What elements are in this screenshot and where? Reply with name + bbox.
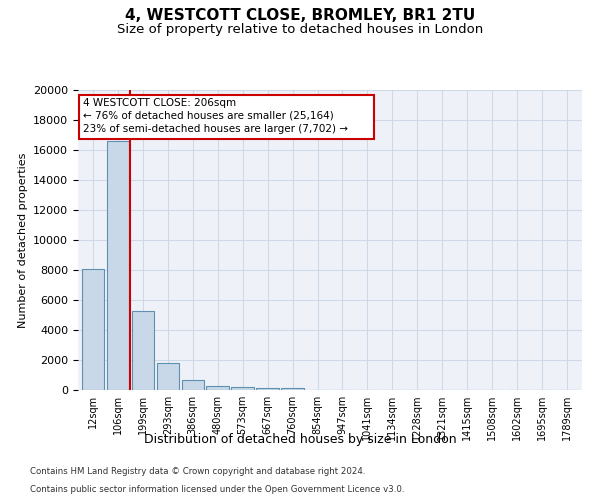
Bar	[206, 386, 229, 390]
Bar	[281, 388, 304, 390]
Bar	[256, 388, 279, 390]
Bar	[157, 363, 179, 390]
Text: Contains public sector information licensed under the Open Government Licence v3: Contains public sector information licen…	[30, 485, 404, 494]
Bar	[82, 268, 104, 390]
Y-axis label: Number of detached properties: Number of detached properties	[17, 152, 28, 328]
Text: 4 WESTCOTT CLOSE: 206sqm: 4 WESTCOTT CLOSE: 206sqm	[83, 98, 236, 108]
Bar	[107, 141, 129, 390]
Text: ← 76% of detached houses are smaller (25,164): ← 76% of detached houses are smaller (25…	[83, 111, 334, 121]
Bar	[131, 310, 154, 390]
Bar	[232, 387, 254, 390]
Text: Distribution of detached houses by size in London: Distribution of detached houses by size …	[143, 432, 457, 446]
Text: 4, WESTCOTT CLOSE, BROMLEY, BR1 2TU: 4, WESTCOTT CLOSE, BROMLEY, BR1 2TU	[125, 8, 475, 22]
Text: 23% of semi-detached houses are larger (7,702) →: 23% of semi-detached houses are larger (…	[83, 124, 348, 134]
Bar	[182, 380, 204, 390]
Text: Size of property relative to detached houses in London: Size of property relative to detached ho…	[117, 22, 483, 36]
FancyBboxPatch shape	[79, 94, 374, 140]
Text: Contains HM Land Registry data © Crown copyright and database right 2024.: Contains HM Land Registry data © Crown c…	[30, 467, 365, 476]
